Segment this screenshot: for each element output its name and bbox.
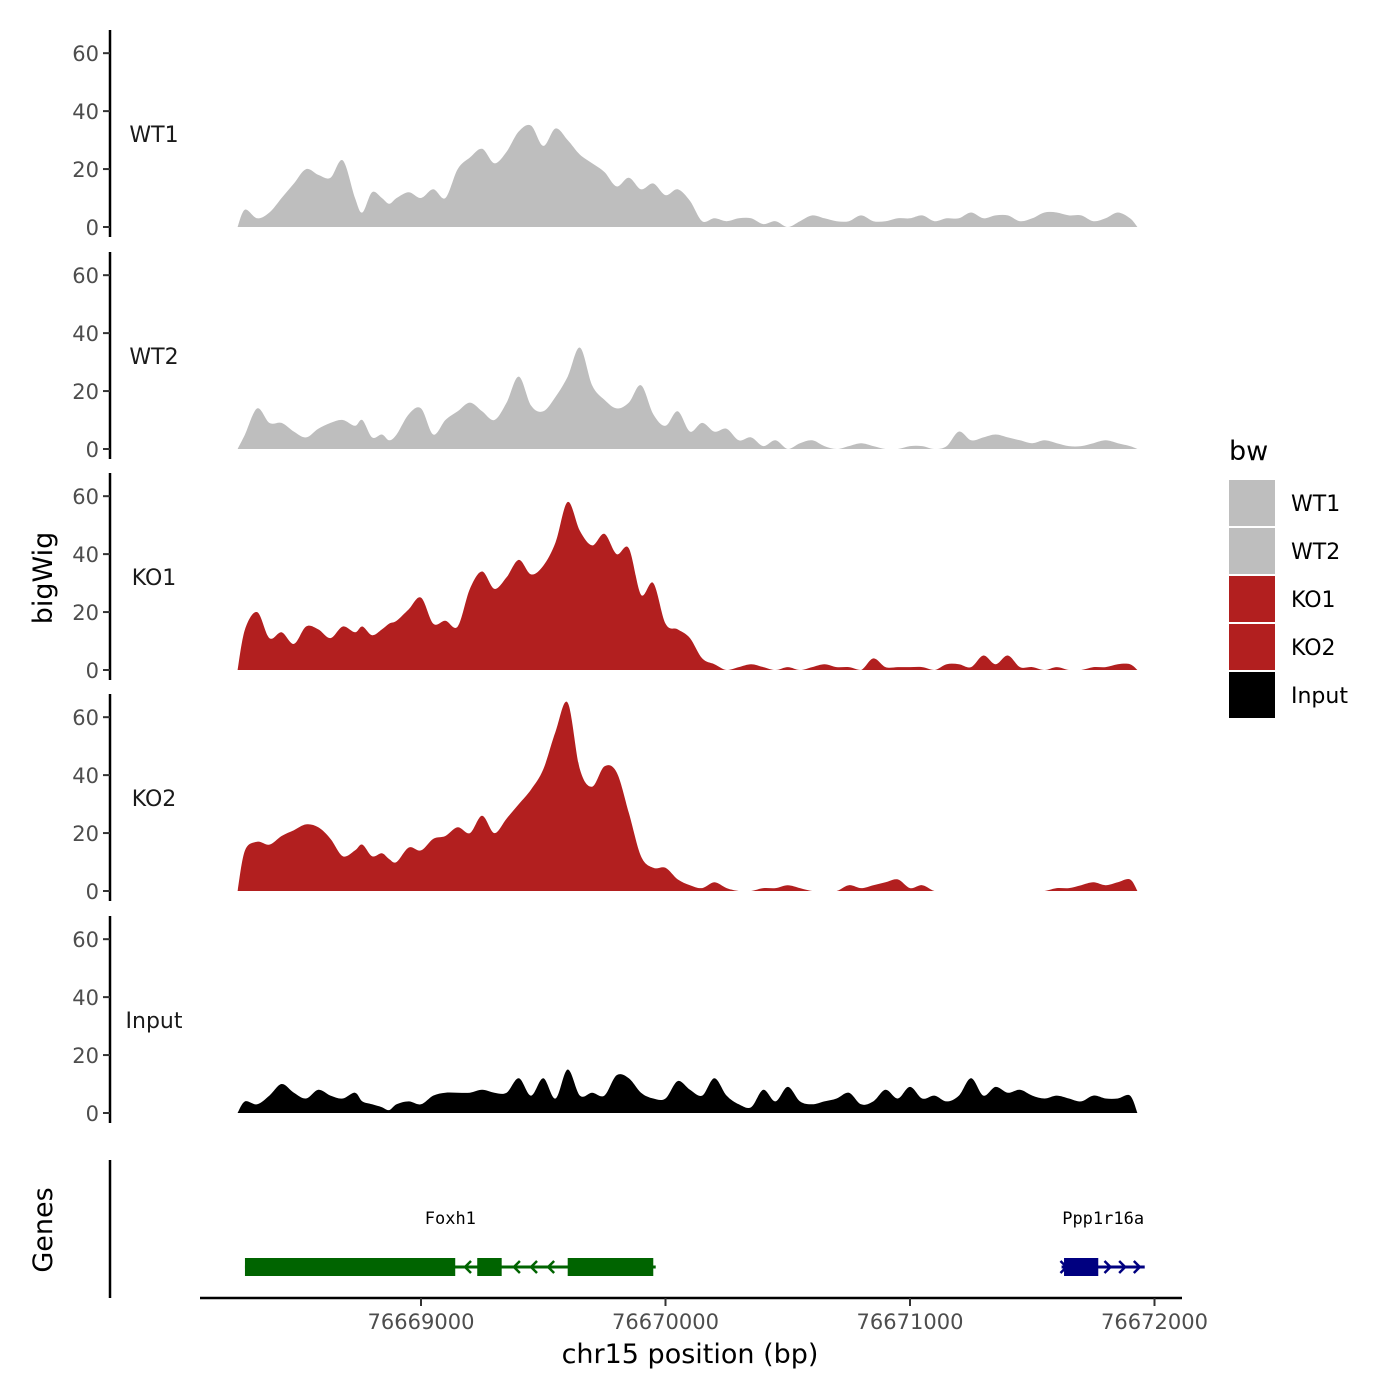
x-tick-label: 76669000 — [368, 1310, 475, 1334]
legend-key-ko2 — [1229, 624, 1275, 670]
x-axis: 76669000 76670000 76671000 76672000 — [200, 1296, 1208, 1334]
y-tick-label: 0 — [86, 438, 99, 462]
track-label: WT1 — [129, 123, 178, 148]
gene-track: Foxh1 Ppp1r16a — [108, 1160, 1145, 1298]
y-tick-label: 20 — [72, 1044, 99, 1068]
gene-label: Ppp1r16a — [1062, 1209, 1144, 1229]
y-tick-label: 60 — [72, 485, 99, 509]
legend-title: bw — [1229, 436, 1268, 467]
y-tick-label: 40 — [72, 986, 99, 1010]
signal-area-input — [237, 1069, 1138, 1113]
legend-label: Input — [1291, 684, 1348, 709]
gene-exon — [477, 1258, 502, 1276]
signal-area-ko1 — [237, 501, 1138, 670]
y-tick-label: 20 — [72, 158, 99, 182]
track-input: 0 20 40 60 Input — [72, 916, 1138, 1126]
y-tick-label: 40 — [72, 322, 99, 346]
y-tick-label: 20 — [72, 601, 99, 625]
x-axis-title: chr15 position (bp) — [562, 1339, 819, 1370]
strand-arrow — [512, 1260, 521, 1274]
legend-key-ko1 — [1229, 576, 1275, 622]
y-tick-label: 40 — [72, 543, 99, 567]
y-tick-label: 20 — [72, 822, 99, 846]
legend-key-wt2 — [1229, 528, 1275, 574]
y-tick-label: 60 — [72, 264, 99, 288]
track-ko1: 0 20 40 60 KO1 — [72, 473, 1138, 683]
y-tick-label: 20 — [72, 380, 99, 404]
strand-arrow — [1103, 1260, 1113, 1274]
x-tick-label: 76672000 — [1101, 1310, 1208, 1334]
y-tick-label: 60 — [72, 42, 99, 66]
y-axis-title: bigWig — [28, 532, 59, 625]
gene-ppp1r16a: Ppp1r16a — [1059, 1209, 1145, 1276]
strand-arrow — [546, 1260, 556, 1274]
track-label: Input — [126, 1009, 183, 1034]
y-tick-label: 0 — [86, 1102, 99, 1126]
legend-key-wt1 — [1229, 480, 1275, 526]
strand-arrow — [1132, 1260, 1142, 1274]
legend-label: WT2 — [1291, 540, 1340, 565]
gene-exon — [1064, 1258, 1099, 1276]
legend-label: WT1 — [1291, 492, 1340, 517]
legend-label: KO1 — [1291, 588, 1336, 613]
y-tick-label: 0 — [86, 659, 99, 683]
track-label: KO2 — [132, 787, 177, 812]
gene-exon — [567, 1258, 654, 1276]
gene-foxh1: Foxh1 — [244, 1209, 656, 1276]
legend-label: KO2 — [1291, 636, 1336, 661]
strand-arrow — [463, 1260, 472, 1274]
strand-arrow — [1059, 1260, 1069, 1274]
signal-area-ko2 — [237, 701, 1138, 891]
y-tick-label: 0 — [86, 880, 99, 904]
gene-exon — [244, 1258, 456, 1276]
y-tick-label: 40 — [72, 100, 99, 124]
strand-arrow — [1118, 1260, 1127, 1274]
signal-area-wt2 — [237, 347, 1138, 449]
track-label: WT2 — [129, 345, 178, 370]
signal-area-wt1 — [237, 124, 1138, 227]
y-tick-label: 40 — [72, 764, 99, 788]
track-ko2: 0 20 40 60 KO2 — [72, 694, 1138, 904]
y-tick-label: 60 — [72, 706, 99, 730]
genes-axis-title: Genes — [28, 1187, 59, 1272]
x-tick-label: 76670000 — [612, 1310, 719, 1334]
legend: bw WT1 WT2 KO1 KO2 Input — [1229, 436, 1348, 718]
track-wt1: 0 20 40 60 WT1 — [72, 30, 1138, 240]
y-tick-label: 60 — [72, 928, 99, 952]
strand-arrow — [529, 1260, 538, 1274]
y-tick-label: 0 — [86, 216, 99, 240]
signal-tracks: 0 20 40 60 WT1 0 20 40 60 WT2 0 20 40 60 KO1 0 20 40 60 KO2… — [72, 30, 1138, 1126]
track-label: KO1 — [132, 566, 177, 591]
gene-label: Foxh1 — [425, 1209, 476, 1229]
track-wt2: 0 20 40 60 WT2 — [72, 252, 1138, 462]
x-tick-label: 76671000 — [857, 1310, 964, 1334]
legend-key-input — [1229, 672, 1275, 718]
